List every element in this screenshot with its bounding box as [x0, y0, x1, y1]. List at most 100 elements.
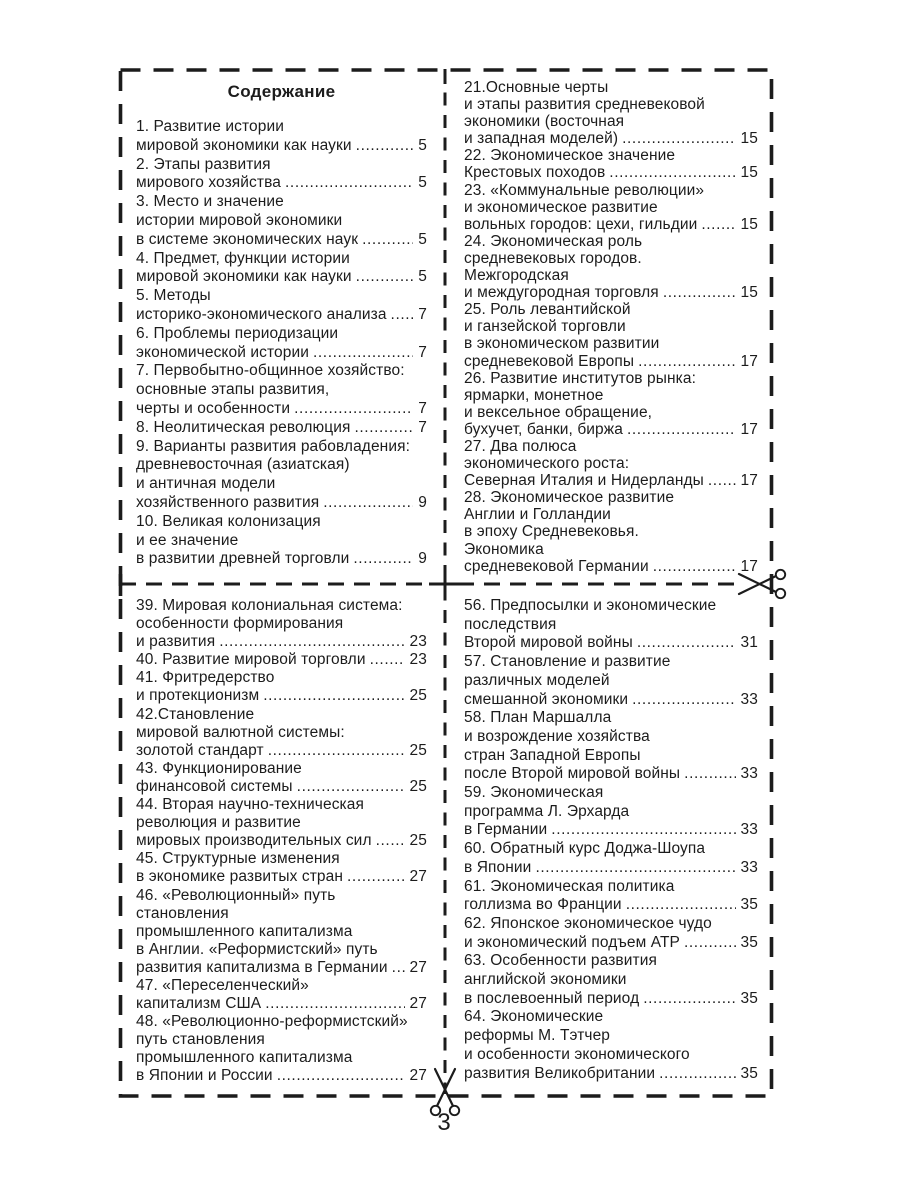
toc-entry-text: золотой стандарт — [136, 741, 264, 759]
toc-entry-text: в системе экономических наук — [136, 230, 359, 248]
toc-entry-text: средневековых городов. — [464, 249, 642, 267]
toc-entry-text: капитализм США — [136, 995, 262, 1013]
toc-entry-text: после Второй мировой войны — [464, 765, 681, 783]
toc-entry-text: в Японии — [464, 858, 532, 876]
toc-entry-text: и этапы развития средневековой — [464, 96, 705, 114]
dot-leader — [643, 990, 735, 1009]
toc-entry: 48. «Революционно-реформистский» путь ста… — [136, 1013, 427, 1085]
toc-entry-text: мировой экономики как науки — [136, 136, 352, 154]
toc-entry: 5. Методы историко-экономического анализа… — [136, 287, 427, 325]
toc-entry-text: ярмарки, монетное — [464, 386, 604, 404]
toc-entry-text: 26. Развитие институтов рынка: — [464, 369, 697, 387]
toc-entry-text: в эпоху Средневековья. — [464, 523, 639, 541]
toc-entry-text: вольных городов: цехи, гильдии — [464, 215, 698, 233]
toc-entry-text: Межгородская — [464, 267, 569, 285]
toc-entry-page-number: 15 — [740, 284, 758, 302]
toc-entry: 56. Предпосылки и экономические последств… — [464, 597, 758, 653]
toc-entry-text: 10. Великая колонизация — [136, 512, 321, 530]
toc-entry-page-number: 35 — [740, 933, 758, 951]
toc-entry-page-number: 7 — [418, 418, 427, 436]
toc-entry-text: мировых производительных сил — [136, 832, 372, 850]
toc-entry-page-number: 25 — [409, 687, 427, 705]
toc-entry: 3. Место и значение истории мировой эконо… — [136, 193, 427, 249]
toc-section-top-left: Содержание 1. Развитие истории мировой эк… — [136, 82, 427, 569]
toc-entry-text: путь становления — [136, 1031, 265, 1049]
toc-entry-text: 44. Вторая научно-техническая — [136, 796, 364, 814]
dot-leader — [391, 306, 414, 325]
toc-entry: 46. «Революционный» путь становления промы… — [136, 887, 427, 977]
toc-entry-text: 61. Экономическая политика — [464, 877, 675, 895]
toc-entry-text: мирового хозяйства — [136, 174, 281, 192]
toc-entry-text: 7. Первобытно-общинное хозяйство: — [136, 362, 405, 380]
toc-entry-text: 8. Неолитическая революция — [136, 418, 351, 436]
toc-entry: 58. План Маршалла и возрождение хозяйства… — [464, 709, 758, 784]
toc-entry-text: бухучет, банки, биржа — [464, 420, 623, 438]
toc-entry-text: в Германии — [464, 821, 548, 839]
toc-entry-text: истории мировой экономики — [136, 211, 343, 229]
toc-section-bottom-right: 56. Предпосылки и экономические последств… — [464, 597, 758, 1083]
toc-entry: 63. Особенности развития английской эконо… — [464, 952, 758, 1008]
toc-entry-text: становления — [136, 904, 229, 922]
dot-leader — [353, 550, 413, 569]
toc-entry-text: различных моделей — [464, 671, 610, 689]
toc-entry-text: Северная Италия и Нидерланды — [464, 472, 704, 490]
toc-entry-text: 41. Фритредерство — [136, 669, 275, 687]
toc-entry-text: 9. Варианты развития рабовладения: — [136, 437, 410, 455]
toc-entry-text: 1. Развитие истории — [136, 118, 284, 135]
toc-entry-text: и возрождение хозяйства — [464, 727, 650, 745]
toc-entry-text: особенности формирования — [136, 615, 344, 633]
toc-entry-page-number: 35 — [740, 896, 758, 914]
toc-entry: 27. Два полюса экономического роста: Север… — [464, 438, 758, 489]
toc-entry: 22. Экономическое значение Крестовых похо… — [464, 147, 758, 181]
toc-entry-text: экономики (восточная — [464, 113, 625, 131]
toc-entry-text: 5. Методы — [136, 287, 211, 305]
toc-entry-page-number: 31 — [740, 634, 758, 652]
toc-entry-text: в послевоенный период — [464, 989, 640, 1007]
toc-entry-text: 6. Проблемы периодизации — [136, 324, 339, 342]
dot-leader — [632, 691, 735, 710]
toc-entry-page-number: 9 — [418, 550, 427, 568]
dot-leader — [263, 687, 404, 705]
toc-entry: 9. Варианты развития рабовладения: древне… — [136, 438, 427, 513]
toc-entry-text: 4. Предмет, функции истории — [136, 249, 350, 267]
toc-entry-text: 64. Экономические — [464, 1008, 604, 1026]
dot-leader — [313, 344, 413, 363]
scissors-icon — [737, 568, 787, 600]
toc-entry-text: мировой экономики как науки — [136, 268, 352, 286]
dot-leader — [356, 268, 414, 287]
scissors-icon — [429, 1067, 461, 1117]
toc-entry: 21.Основные черты и этапы развития средне… — [464, 79, 758, 147]
dot-leader — [626, 896, 736, 915]
toc-entry-text: и особенности экономического — [464, 1045, 690, 1063]
dot-leader — [684, 765, 735, 784]
toc-entry-page-number: 33 — [740, 765, 758, 783]
toc-entry-page-number: 33 — [740, 858, 758, 876]
toc-entry-text: 56. Предпосылки и экономические — [464, 597, 717, 614]
dot-leader — [609, 164, 735, 181]
toc-entry-page-number: 15 — [740, 130, 758, 148]
toc-entry-text: 46. «Революционный» путь — [136, 886, 336, 904]
dot-leader — [627, 421, 736, 438]
toc-entry-page-number: 15 — [740, 215, 758, 233]
toc-entry-text: голлизма во Франции — [464, 896, 622, 914]
toc-entry-text: Крестовых походов — [464, 164, 606, 182]
toc-entry: 28. Экономическое развитие Англии и Голла… — [464, 489, 758, 574]
toc-entry-text: 43. Функционирование — [136, 759, 302, 777]
toc-entry-text: 28. Экономическое развитие — [464, 489, 675, 507]
toc-entry-page-number: 33 — [740, 690, 758, 708]
toc-entry-page-number: 35 — [740, 989, 758, 1007]
toc-entry-page-number: 27 — [409, 958, 427, 976]
toc-entry-page-number: 23 — [409, 633, 427, 651]
dot-leader — [370, 651, 405, 669]
toc-entry-page-number: 33 — [740, 821, 758, 839]
toc-entry-text: 3. Место и значение — [136, 193, 284, 211]
toc-entry: 62. Японское экономическое чудо и экономи… — [464, 915, 758, 952]
toc-entry-text: в экономике развитых стран — [136, 868, 344, 886]
dot-leader — [376, 832, 405, 850]
toc-entry-text: хозяйственного развития — [136, 493, 320, 511]
toc-entry-page-number: 25 — [409, 832, 427, 850]
toc-entry-page-number: 7 — [418, 343, 427, 361]
